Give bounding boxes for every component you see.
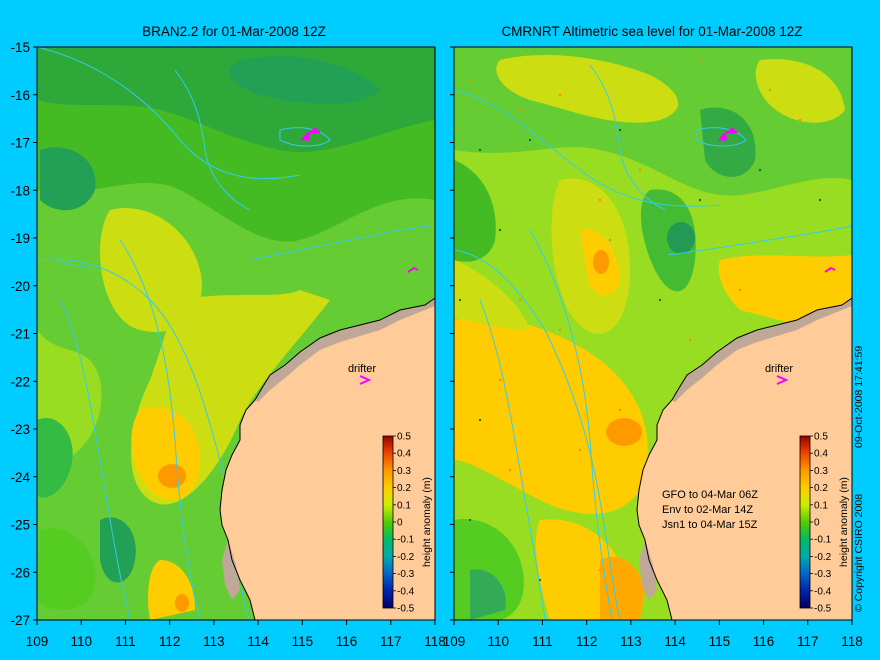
lat-tick-label: -24 — [10, 470, 30, 485]
colorbar-tick-label: -0.4 — [814, 586, 832, 597]
lon-tick-label: 115 — [292, 634, 314, 649]
right-legend-jsn1: Jsn1 to 04-Mar 15Z — [662, 519, 758, 531]
colorbar-tick-label: 0 — [814, 518, 820, 529]
lon-tick-label: 114 — [247, 634, 269, 649]
lon-tick-label: 117 — [380, 634, 402, 649]
lon-tick-label: 109 — [443, 634, 466, 649]
lon-tick-label: 115 — [709, 634, 731, 649]
right-drifter-label: drifter — [765, 363, 793, 375]
colorbar-tick-label: -0.3 — [814, 569, 832, 580]
right-sea-level-field — [454, 47, 852, 620]
lat-tick-label: -15 — [10, 40, 30, 55]
colorbar-tick-label: -0.1 — [814, 535, 832, 546]
right-colorbar-ticks: 0.5 0.4 0.3 0.2 0.1 0 -0.1 -0.2 -0.3 -0.4 -0.5 — [810, 432, 832, 615]
lat-tick-label: -20 — [10, 279, 30, 294]
right-track-dots — [468, 58, 802, 572]
lon-tick-label: 116 — [336, 634, 358, 649]
colorbar-tick-label: -0.1 — [397, 535, 415, 546]
colorbar-tick-label: 0.3 — [397, 466, 411, 477]
lon-tick-label: 118 — [841, 634, 863, 649]
colorbar-tick-label: 0.4 — [814, 449, 828, 460]
copyright-text: © Copyright CSIRO 2008 — [853, 494, 865, 612]
right-panel-title: CMRNRT Altimetric sea level for 01-Mar-2… — [501, 24, 802, 39]
lat-tick-label: -19 — [10, 231, 30, 246]
colorbar-tick-label: -0.2 — [814, 552, 832, 563]
lon-tick-label: 110 — [487, 634, 509, 649]
colorbar-tick-label: 0 — [397, 518, 403, 529]
colorbar-tick-label: 0.5 — [814, 432, 828, 443]
lon-tick-label: 117 — [797, 634, 819, 649]
lon-tick-label: 114 — [664, 634, 686, 649]
left-colorbar: height anomaly (m) 0.5 0.4 0.3 0.2 0.1 0 -0.1 -… — [382, 432, 433, 615]
lon-tick-label: 113 — [203, 634, 225, 649]
left-colorbar-label: height anomaly (m) — [421, 477, 433, 567]
lat-tick-label: -25 — [10, 518, 30, 533]
lat-tick-label: -26 — [10, 565, 30, 580]
lat-tick-label: -16 — [10, 88, 30, 103]
colorbar-tick-label: 0.2 — [814, 483, 828, 494]
left-sea-level-field — [37, 47, 435, 620]
colorbar-tick-label: -0.4 — [397, 586, 415, 597]
timestamp-text: 09-Oct-2008 17:41:59 — [853, 346, 865, 448]
lon-tick-label: 118 — [424, 634, 446, 649]
left-map-panel: BRAN2.2 for 01-Mar-2008 12Z — [36, 24, 436, 621]
lat-tick-label: -27 — [10, 613, 30, 628]
right-longitude-tick-labels: 109 110 111 112 113 114 115 116 117 118 — [443, 620, 863, 649]
colorbar-tick-label: 0.1 — [814, 500, 828, 511]
lat-tick-label: -22 — [10, 374, 30, 389]
right-colorbar: height anomaly (m) 0.5 0.4 0.3 0.2 0.1 0 -0.1 -… — [799, 432, 850, 615]
colorbar-tick-label: 0.1 — [397, 500, 411, 511]
lat-tick-label: -18 — [10, 183, 30, 198]
colorbar-tick-label: -0.3 — [397, 569, 415, 580]
right-legend-gfo: GFO to 04-Mar 06Z — [662, 489, 758, 501]
colorbar-tick-label: -0.5 — [397, 604, 415, 615]
lat-tick-label: -17 — [10, 136, 30, 151]
colorbar-tick-label: 0.2 — [397, 483, 411, 494]
left-longitude-tick-labels: 109 110 111 112 113 114 115 116 117 118 — [26, 620, 446, 649]
lat-tick-label: -21 — [10, 327, 30, 342]
lon-tick-label: 111 — [115, 634, 136, 649]
right-map-panel: CMRNRT Altimetric sea level for 01-Mar-2… — [453, 24, 853, 621]
right-legend-env: Env to 02-Mar 14Z — [662, 504, 753, 516]
left-panel-title: BRAN2.2 for 01-Mar-2008 12Z — [142, 24, 326, 39]
colorbar-tick-label: 0.3 — [814, 466, 828, 477]
colorbar-tick-label: -0.5 — [814, 604, 832, 615]
lon-tick-label: 112 — [159, 634, 181, 649]
colorbar-tick-label: 0.4 — [397, 449, 411, 460]
right-track-points — [458, 128, 822, 582]
latitude-tick-labels: -15 -16 -17 -18 -19 -20 -21 -22 -23 -24 -25 -26 -27 — [10, 40, 454, 628]
lon-tick-label: 111 — [532, 634, 553, 649]
colorbar-tick-label: -0.2 — [397, 552, 415, 563]
colorbar-tick-label: 0.5 — [397, 432, 411, 443]
lon-tick-label: 109 — [26, 634, 49, 649]
lon-tick-label: 116 — [753, 634, 775, 649]
lat-tick-label: -23 — [10, 422, 30, 437]
left-drifter-label: drifter — [348, 363, 376, 375]
lon-tick-label: 110 — [70, 634, 92, 649]
left-colorbar-ticks: 0.5 0.4 0.3 0.2 0.1 0 -0.1 -0.2 -0.3 -0.4 -0.5 — [393, 432, 415, 615]
right-colorbar-label: height anomaly (m) — [838, 477, 850, 567]
lon-tick-label: 112 — [576, 634, 598, 649]
lon-tick-label: 113 — [620, 634, 642, 649]
